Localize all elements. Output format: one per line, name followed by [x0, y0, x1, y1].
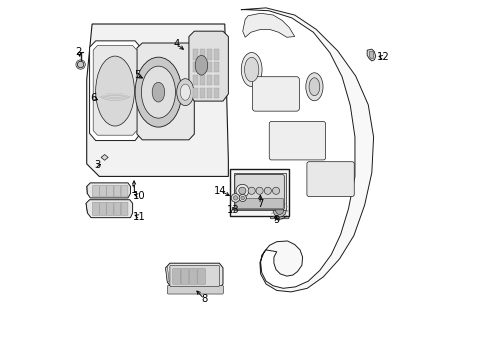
Text: 9: 9 [273, 215, 280, 225]
Polygon shape [242, 13, 294, 37]
Text: 8: 8 [201, 294, 207, 304]
Polygon shape [254, 175, 267, 192]
FancyBboxPatch shape [181, 269, 188, 284]
Circle shape [255, 187, 263, 194]
Ellipse shape [308, 78, 319, 96]
Polygon shape [366, 49, 375, 61]
Polygon shape [86, 183, 130, 198]
Ellipse shape [255, 175, 265, 190]
Ellipse shape [244, 57, 258, 82]
FancyBboxPatch shape [114, 202, 121, 216]
FancyBboxPatch shape [270, 203, 288, 219]
Bar [214, 62, 219, 72]
Bar [192, 88, 198, 98]
Ellipse shape [305, 73, 323, 101]
Ellipse shape [241, 53, 262, 87]
Polygon shape [241, 8, 373, 292]
Polygon shape [93, 45, 137, 135]
Text: 1: 1 [131, 185, 137, 195]
Bar [199, 62, 204, 72]
FancyBboxPatch shape [172, 269, 180, 284]
FancyBboxPatch shape [114, 185, 121, 197]
Text: 6: 6 [90, 93, 97, 103]
Ellipse shape [270, 202, 287, 219]
Text: 11: 11 [132, 212, 145, 221]
Text: 14: 14 [213, 186, 226, 196]
Polygon shape [86, 186, 87, 194]
Bar [192, 75, 198, 85]
Polygon shape [188, 31, 228, 101]
FancyBboxPatch shape [234, 175, 284, 210]
Polygon shape [165, 267, 169, 282]
Text: 5: 5 [133, 70, 140, 80]
Polygon shape [101, 154, 108, 160]
Circle shape [241, 196, 244, 200]
Circle shape [238, 187, 245, 194]
Circle shape [247, 187, 255, 194]
Circle shape [231, 194, 239, 202]
Circle shape [239, 194, 246, 202]
Bar [206, 75, 212, 85]
Polygon shape [233, 173, 285, 211]
Polygon shape [230, 169, 289, 216]
Ellipse shape [135, 57, 182, 127]
Circle shape [77, 61, 83, 68]
Bar [214, 88, 219, 98]
FancyBboxPatch shape [167, 285, 223, 294]
FancyBboxPatch shape [269, 122, 325, 160]
Ellipse shape [275, 207, 283, 215]
FancyBboxPatch shape [252, 77, 299, 111]
FancyBboxPatch shape [169, 265, 219, 287]
Circle shape [233, 196, 237, 200]
Bar [214, 75, 219, 85]
Text: 2: 2 [76, 46, 82, 57]
Text: 4: 4 [174, 40, 180, 49]
Bar [206, 62, 212, 72]
FancyBboxPatch shape [189, 269, 197, 284]
Polygon shape [137, 43, 194, 140]
Polygon shape [89, 41, 140, 140]
FancyBboxPatch shape [106, 202, 113, 216]
Circle shape [272, 187, 279, 194]
Ellipse shape [141, 66, 175, 118]
Bar [214, 49, 219, 59]
FancyBboxPatch shape [92, 185, 99, 197]
Ellipse shape [176, 79, 194, 105]
FancyBboxPatch shape [121, 185, 128, 197]
Text: 3: 3 [94, 160, 101, 170]
Polygon shape [86, 24, 228, 176]
FancyBboxPatch shape [235, 198, 283, 209]
Text: 10: 10 [132, 191, 145, 201]
Bar [199, 88, 204, 98]
FancyBboxPatch shape [92, 202, 99, 216]
FancyBboxPatch shape [106, 185, 113, 197]
Bar [192, 49, 198, 59]
Text: 12: 12 [376, 52, 388, 62]
Polygon shape [368, 51, 373, 59]
Text: 7: 7 [256, 199, 263, 210]
Ellipse shape [257, 178, 264, 188]
Bar [199, 75, 204, 85]
FancyBboxPatch shape [100, 185, 106, 197]
Bar [192, 62, 198, 72]
Polygon shape [165, 263, 223, 288]
FancyBboxPatch shape [121, 202, 128, 216]
Ellipse shape [180, 84, 190, 100]
Bar [206, 49, 212, 59]
Ellipse shape [96, 56, 134, 126]
Ellipse shape [273, 204, 285, 217]
Bar [199, 49, 204, 59]
Circle shape [264, 187, 271, 194]
Circle shape [235, 184, 248, 197]
Polygon shape [86, 200, 132, 218]
FancyBboxPatch shape [306, 162, 353, 197]
FancyBboxPatch shape [100, 202, 106, 216]
Ellipse shape [195, 55, 207, 75]
Polygon shape [86, 203, 87, 213]
Ellipse shape [152, 82, 164, 102]
Text: 13: 13 [226, 206, 239, 216]
Bar [206, 88, 212, 98]
FancyBboxPatch shape [197, 269, 205, 284]
